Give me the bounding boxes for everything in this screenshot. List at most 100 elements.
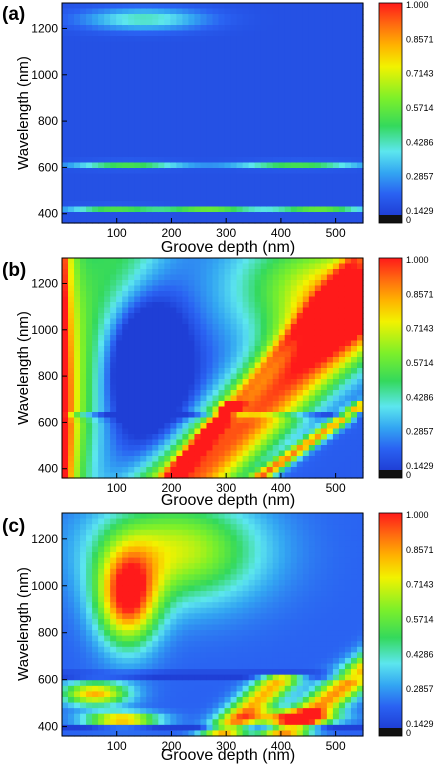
heatmap-cell <box>212 168 220 175</box>
heatmap-cell <box>200 412 208 419</box>
heatmap-cell <box>272 291 280 298</box>
heatmap-cell <box>146 657 153 665</box>
heatmap-cell <box>86 58 93 65</box>
heatmap-cell <box>68 591 75 598</box>
heatmap-cell <box>62 285 69 292</box>
heatmap-cell <box>98 329 105 336</box>
heatmap-cell <box>218 390 226 397</box>
heatmap-cell <box>164 36 171 43</box>
heatmap-cell <box>170 669 177 676</box>
heatmap-cell <box>236 412 244 419</box>
heatmap-cell <box>128 362 135 369</box>
heatmap-cell <box>302 313 310 320</box>
heatmap-cell <box>254 280 262 287</box>
heatmap-cell <box>260 118 268 125</box>
heatmap-cell <box>266 302 274 309</box>
heatmap-cell <box>110 585 117 592</box>
heatmap-cell <box>116 406 123 413</box>
heatmap-cell <box>68 313 75 320</box>
heatmap-cell <box>80 25 87 32</box>
heatmap-cell <box>188 102 196 109</box>
heatmap-cell <box>62 663 69 670</box>
heatmap-cell <box>338 179 346 186</box>
heatmap-cell <box>338 58 346 65</box>
heatmap-cell <box>110 401 117 408</box>
heatmap-cell <box>68 685 75 692</box>
heatmap-cell <box>326 36 334 43</box>
heatmap-cell <box>80 30 87 37</box>
heatmap-cell <box>230 36 238 43</box>
heatmap-cell <box>230 258 238 265</box>
heatmap-cell <box>350 118 358 125</box>
heatmap-cell <box>104 613 111 620</box>
heatmap-cell <box>272 467 280 474</box>
heatmap-cell <box>290 85 298 92</box>
heatmap-cell <box>134 513 141 520</box>
heatmap-cell <box>308 206 316 213</box>
heatmap-cell <box>74 52 81 59</box>
heatmap-cell <box>236 445 244 452</box>
colorbar-tick-label: 0 <box>406 470 411 480</box>
heatmap-cell <box>350 19 358 26</box>
heatmap-cell <box>356 135 364 142</box>
heatmap-cell <box>218 456 226 463</box>
heatmap-cell <box>332 14 340 21</box>
colorbar-frame <box>378 2 403 224</box>
heatmap-cell <box>92 535 99 542</box>
heatmap-cell <box>278 423 286 430</box>
heatmap-cell <box>62 708 69 715</box>
heatmap-cell <box>92 423 99 430</box>
heatmap-cell <box>170 91 177 98</box>
heatmap-cell <box>206 135 214 142</box>
heatmap-cell <box>302 25 310 32</box>
heatmap-cell <box>308 384 316 391</box>
heatmap-cell <box>290 258 298 265</box>
heatmap-cell <box>92 395 99 402</box>
heatmap-cell <box>164 529 171 536</box>
heatmap-cell <box>224 157 232 164</box>
heatmap-cell <box>188 730 196 737</box>
heatmap-cell <box>272 63 280 70</box>
heatmap-cell <box>338 8 346 15</box>
heatmap-cell <box>194 379 202 386</box>
heatmap-cell <box>98 513 105 520</box>
heatmap-cell <box>140 646 147 653</box>
heatmap-cell <box>92 434 99 441</box>
heatmap-cell <box>92 646 99 653</box>
heatmap-cell <box>68 285 75 292</box>
heatmap-cell <box>80 724 87 732</box>
heatmap-cell <box>236 47 244 54</box>
heatmap-cell <box>128 107 135 114</box>
heatmap-cell <box>188 80 196 87</box>
heatmap-cell <box>200 423 208 430</box>
heatmap-cell <box>110 412 117 419</box>
heatmap-cell <box>146 456 153 463</box>
heatmap-cell <box>122 357 129 364</box>
heatmap-cell <box>194 456 202 463</box>
heatmap-cell <box>146 124 153 131</box>
heatmap-cell <box>134 69 141 76</box>
heatmap-cell <box>80 85 87 92</box>
heatmap-cell <box>260 91 268 98</box>
heatmap-cell <box>68 579 75 587</box>
heatmap-cell <box>344 162 352 169</box>
heatmap-cell <box>308 63 316 70</box>
heatmap-cell <box>284 302 292 309</box>
heatmap-cell <box>98 529 105 536</box>
heatmap-cell <box>152 702 159 709</box>
heatmap-cell <box>260 179 268 186</box>
heatmap-cell <box>266 3 274 10</box>
heatmap-cell <box>194 151 202 158</box>
heatmap-cell <box>188 618 196 626</box>
heatmap-cell <box>326 456 334 463</box>
heatmap-cell <box>74 14 81 21</box>
heatmap-cell <box>314 129 322 136</box>
heatmap-cell <box>86 417 93 424</box>
heatmap-cell <box>158 63 165 70</box>
heatmap-cell <box>326 124 334 131</box>
heatmap-cell <box>278 285 286 292</box>
heatmap-cell <box>290 173 298 180</box>
heatmap-cell <box>98 340 105 347</box>
heatmap-cell <box>278 190 286 197</box>
heatmap-cell <box>212 69 220 76</box>
